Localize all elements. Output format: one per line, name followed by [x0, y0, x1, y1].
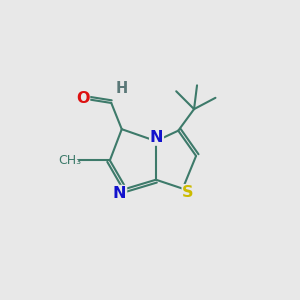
Text: N: N	[150, 130, 163, 145]
Text: CH₃: CH₃	[58, 154, 81, 167]
Text: H: H	[116, 81, 128, 96]
Text: S: S	[182, 185, 194, 200]
Text: O: O	[76, 91, 89, 106]
Text: N: N	[113, 186, 126, 201]
